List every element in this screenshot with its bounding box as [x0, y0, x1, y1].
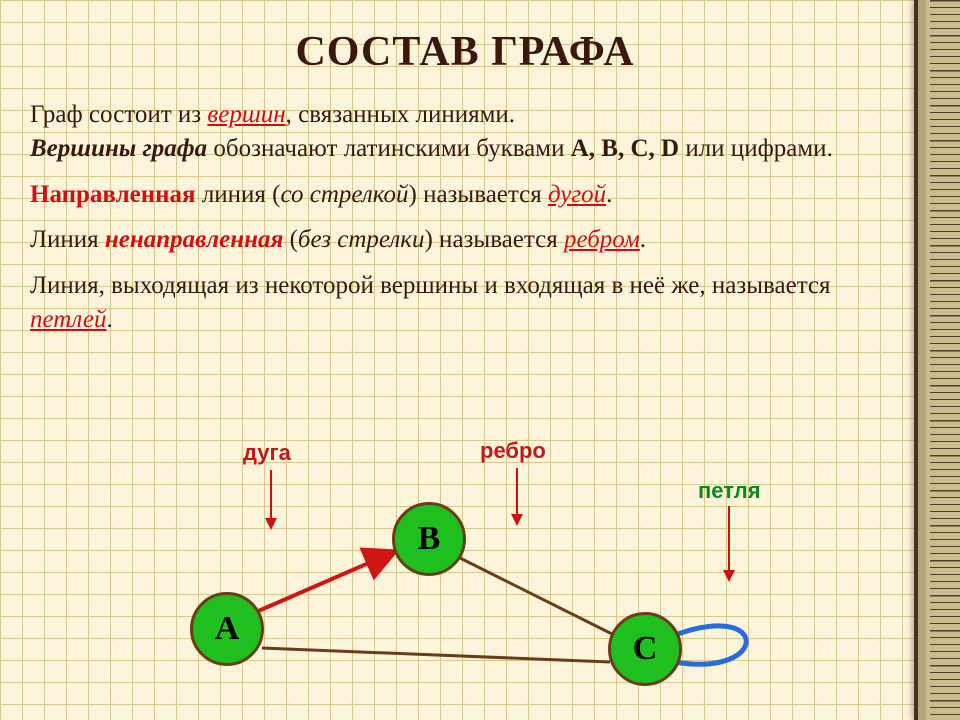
text: Граф состоит из: [30, 101, 207, 128]
text: обозначают латинскими буквами: [207, 135, 571, 162]
term-loop: петлей: [30, 306, 106, 333]
term-arc: дугой: [548, 181, 606, 208]
text-ital: со стрелкой: [281, 181, 409, 208]
text-ital: без стрелки: [298, 226, 425, 253]
slide-content: СОСТАВ ГРАФА Граф состоит из вершин, свя…: [0, 0, 960, 720]
text: ) называется: [409, 181, 548, 208]
text: Линия, выходящая из некоторой вершины и …: [30, 272, 831, 299]
paragraph-3: Линия ненаправленная (без стрелки) назыв…: [30, 223, 900, 257]
paragraph-2: Направленная линия (со стрелкой) называе…: [30, 178, 900, 212]
text: .: [106, 306, 112, 333]
text-letters: A, B, C, D: [571, 135, 679, 162]
text: (: [283, 226, 298, 253]
text-undirected: ненаправленная: [105, 226, 284, 253]
text: Линия: [30, 226, 105, 253]
term-vertices: вершин: [207, 101, 285, 128]
text: , связанных линиями.: [286, 101, 515, 128]
text-directed: Направленная: [30, 181, 196, 208]
paragraph-1: Граф состоит из вершин, связанных линиям…: [30, 98, 900, 166]
paragraph-4: Линия, выходящая из некоторой вершины и …: [30, 269, 900, 337]
ruler-decoration: [914, 0, 960, 720]
text: .: [640, 226, 646, 253]
text: .: [606, 181, 612, 208]
text: или цифрами.: [679, 135, 833, 162]
text-bold: Вершины графа: [30, 135, 207, 162]
text: ) называется: [424, 226, 563, 253]
term-edge: ребром: [564, 226, 640, 253]
page-title: СОСТАВ ГРАФА: [30, 28, 900, 76]
text: линия (: [196, 181, 281, 208]
